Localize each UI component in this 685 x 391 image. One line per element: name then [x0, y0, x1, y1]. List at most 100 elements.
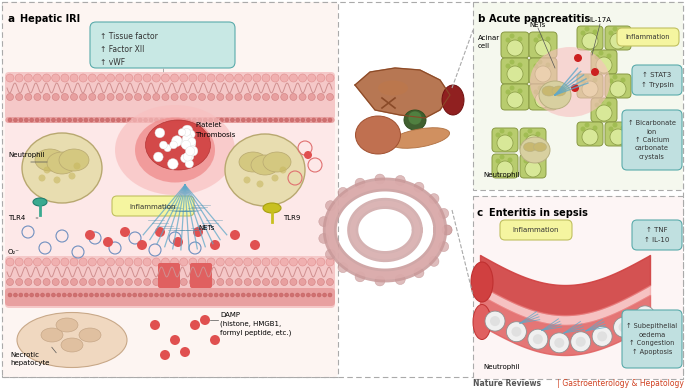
- Circle shape: [429, 194, 439, 204]
- Circle shape: [120, 227, 130, 237]
- Circle shape: [186, 130, 195, 139]
- Circle shape: [179, 258, 188, 266]
- Circle shape: [19, 118, 23, 122]
- Circle shape: [234, 258, 242, 266]
- Circle shape: [71, 278, 77, 285]
- Circle shape: [29, 118, 34, 122]
- Circle shape: [160, 350, 170, 360]
- Circle shape: [225, 258, 234, 266]
- Circle shape: [186, 147, 195, 156]
- Circle shape: [89, 93, 96, 100]
- Circle shape: [97, 74, 105, 82]
- Circle shape: [160, 141, 167, 149]
- Circle shape: [116, 293, 121, 297]
- Circle shape: [635, 306, 655, 326]
- Circle shape: [323, 293, 327, 297]
- Circle shape: [236, 118, 240, 122]
- Circle shape: [525, 161, 541, 177]
- Circle shape: [317, 258, 325, 266]
- Circle shape: [97, 258, 105, 266]
- Ellipse shape: [239, 152, 267, 172]
- Circle shape: [355, 272, 365, 282]
- Circle shape: [230, 230, 240, 240]
- Circle shape: [162, 258, 169, 266]
- Circle shape: [189, 278, 197, 285]
- Circle shape: [122, 118, 126, 122]
- Circle shape: [269, 118, 273, 122]
- Text: a: a: [8, 14, 15, 24]
- Circle shape: [88, 258, 97, 266]
- Circle shape: [181, 154, 190, 163]
- Circle shape: [34, 278, 41, 285]
- Circle shape: [185, 160, 193, 168]
- FancyBboxPatch shape: [632, 65, 682, 95]
- Circle shape: [262, 258, 270, 266]
- Ellipse shape: [33, 198, 47, 206]
- Circle shape: [640, 311, 650, 321]
- Ellipse shape: [17, 312, 127, 368]
- FancyBboxPatch shape: [520, 128, 546, 152]
- Circle shape: [95, 293, 99, 297]
- Circle shape: [317, 293, 321, 297]
- Circle shape: [571, 332, 590, 352]
- Circle shape: [545, 63, 551, 68]
- Circle shape: [62, 118, 66, 122]
- Circle shape: [263, 118, 267, 122]
- Circle shape: [203, 293, 208, 297]
- Circle shape: [312, 293, 316, 297]
- Circle shape: [149, 118, 153, 122]
- Circle shape: [105, 293, 110, 297]
- Circle shape: [70, 74, 78, 82]
- Circle shape: [116, 93, 123, 100]
- FancyBboxPatch shape: [605, 26, 631, 50]
- Text: Inflammation: Inflammation: [626, 34, 670, 40]
- Circle shape: [591, 68, 599, 76]
- Circle shape: [187, 118, 191, 122]
- Text: TLR4: TLR4: [8, 215, 25, 221]
- Circle shape: [612, 122, 617, 127]
- Circle shape: [262, 74, 270, 82]
- Circle shape: [606, 54, 612, 59]
- Circle shape: [162, 93, 169, 100]
- Circle shape: [338, 263, 348, 273]
- Circle shape: [125, 258, 133, 266]
- Circle shape: [535, 92, 551, 108]
- Circle shape: [71, 93, 77, 100]
- Ellipse shape: [115, 105, 235, 195]
- Circle shape: [274, 293, 277, 297]
- Circle shape: [612, 75, 617, 79]
- Circle shape: [84, 118, 88, 122]
- FancyBboxPatch shape: [190, 263, 212, 288]
- Circle shape: [170, 141, 177, 149]
- Circle shape: [51, 258, 60, 266]
- Circle shape: [306, 293, 310, 297]
- Text: ↑ Bicarbonate
ion
↑ Calcium
carbonate
crystals: ↑ Bicarbonate ion ↑ Calcium carbonate cr…: [628, 120, 676, 160]
- Circle shape: [290, 293, 294, 297]
- Circle shape: [299, 74, 307, 82]
- Circle shape: [189, 258, 197, 266]
- FancyBboxPatch shape: [577, 74, 603, 98]
- Circle shape: [258, 118, 262, 122]
- Circle shape: [43, 278, 50, 285]
- Circle shape: [495, 133, 501, 138]
- Circle shape: [42, 258, 51, 266]
- Circle shape: [245, 278, 251, 285]
- Circle shape: [170, 335, 180, 345]
- FancyBboxPatch shape: [5, 117, 335, 123]
- Circle shape: [216, 74, 224, 82]
- Circle shape: [614, 317, 634, 337]
- Circle shape: [6, 93, 14, 100]
- Circle shape: [506, 322, 527, 342]
- Circle shape: [79, 258, 87, 266]
- Circle shape: [582, 33, 598, 49]
- Circle shape: [154, 293, 158, 297]
- Circle shape: [144, 118, 147, 122]
- Circle shape: [317, 118, 321, 122]
- Circle shape: [57, 293, 61, 297]
- Ellipse shape: [263, 203, 281, 213]
- Circle shape: [506, 38, 510, 43]
- FancyBboxPatch shape: [577, 26, 603, 50]
- Circle shape: [51, 118, 55, 122]
- FancyBboxPatch shape: [617, 28, 679, 46]
- Text: ↑ TNF
↑ IL-10: ↑ TNF ↑ IL-10: [645, 228, 670, 242]
